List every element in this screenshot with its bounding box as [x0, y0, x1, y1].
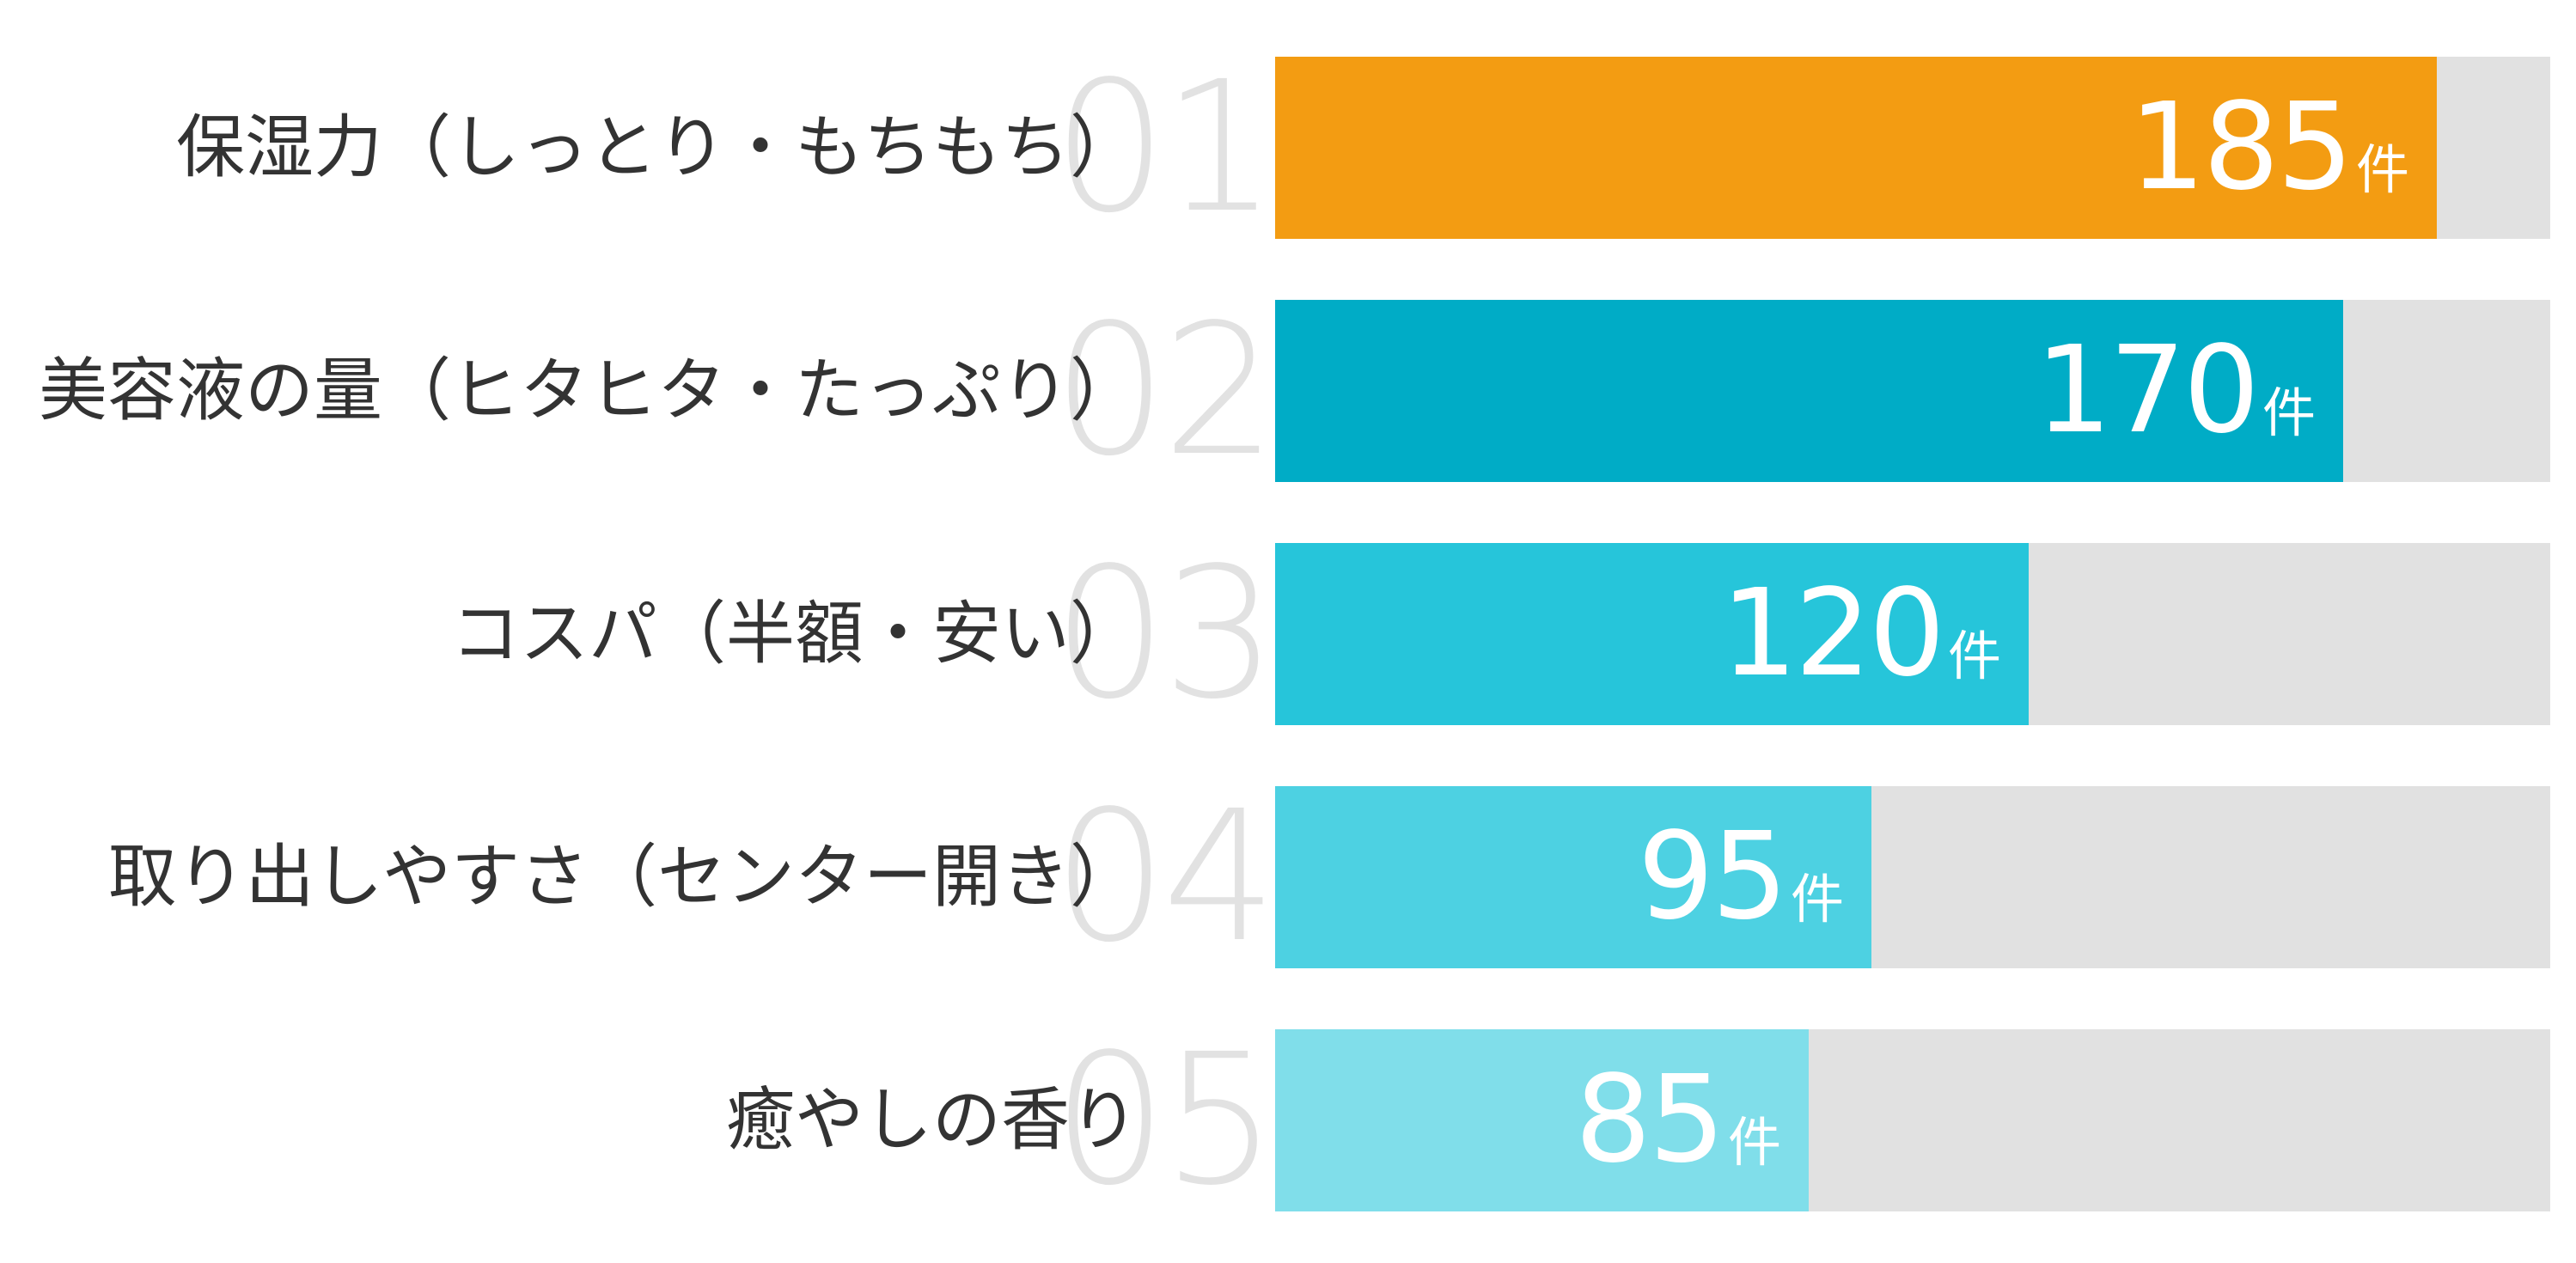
bar: 185件	[1275, 57, 2437, 239]
bar-value-label: 185件	[2129, 88, 2409, 208]
rank-number: 04	[1053, 772, 1277, 982]
value-unit: 件	[1790, 868, 1844, 930]
category-label: 取り出しやすさ（センター開き）	[107, 837, 1138, 917]
bar: 120件	[1275, 543, 2029, 725]
category-label: 美容液の量（ヒタヒタ・たっぷり）	[39, 351, 1138, 430]
chart-row-5: 05 癒やしの香り 85件	[0, 1029, 2576, 1211]
bar: 170件	[1275, 300, 2343, 482]
category-label: 保湿力（しっとり・もちもち）	[176, 107, 1138, 187]
category-label: 癒やしの香り	[726, 1080, 1138, 1160]
chart-row-3: 03 コスパ（半額・安い） 120件	[0, 543, 2576, 725]
value-number: 85	[1574, 1050, 1725, 1190]
bar-track: 185件	[1275, 57, 2550, 239]
value-number: 95	[1637, 807, 1788, 947]
value-unit: 件	[2355, 138, 2409, 201]
bar: 95件	[1275, 786, 1871, 968]
bar-value-label: 95件	[1638, 817, 1844, 937]
bar-value-label: 170件	[2036, 331, 2316, 451]
bar-value-label: 120件	[1721, 574, 2001, 694]
category-label: コスパ（半額・安い）	[451, 594, 1138, 674]
bar-track: 170件	[1275, 300, 2550, 482]
chart-row-1: 01 保湿力（しっとり・もちもち） 185件	[0, 57, 2576, 239]
rank-number: 02	[1053, 285, 1277, 496]
bar-value-label: 85件	[1575, 1060, 1781, 1181]
value-unit: 件	[2262, 381, 2316, 444]
rank-number: 03	[1053, 528, 1277, 739]
bar: 85件	[1275, 1029, 1809, 1211]
chart-row-4: 04 取り出しやすさ（センター開き） 95件	[0, 786, 2576, 968]
value-unit: 件	[1947, 625, 2001, 687]
rank-number: 01	[1053, 42, 1277, 253]
value-number: 185	[2128, 77, 2353, 217]
bar-track: 120件	[1275, 543, 2550, 725]
value-unit: 件	[1727, 1111, 1781, 1174]
chart-row-2: 02 美容液の量（ヒタヒタ・たっぷり） 170件	[0, 300, 2576, 482]
bar-track: 85件	[1275, 1029, 2550, 1211]
value-number: 120	[1720, 564, 1945, 704]
bar-track: 95件	[1275, 786, 2550, 968]
rank-number: 05	[1053, 1015, 1277, 1225]
value-number: 170	[2035, 320, 2260, 461]
